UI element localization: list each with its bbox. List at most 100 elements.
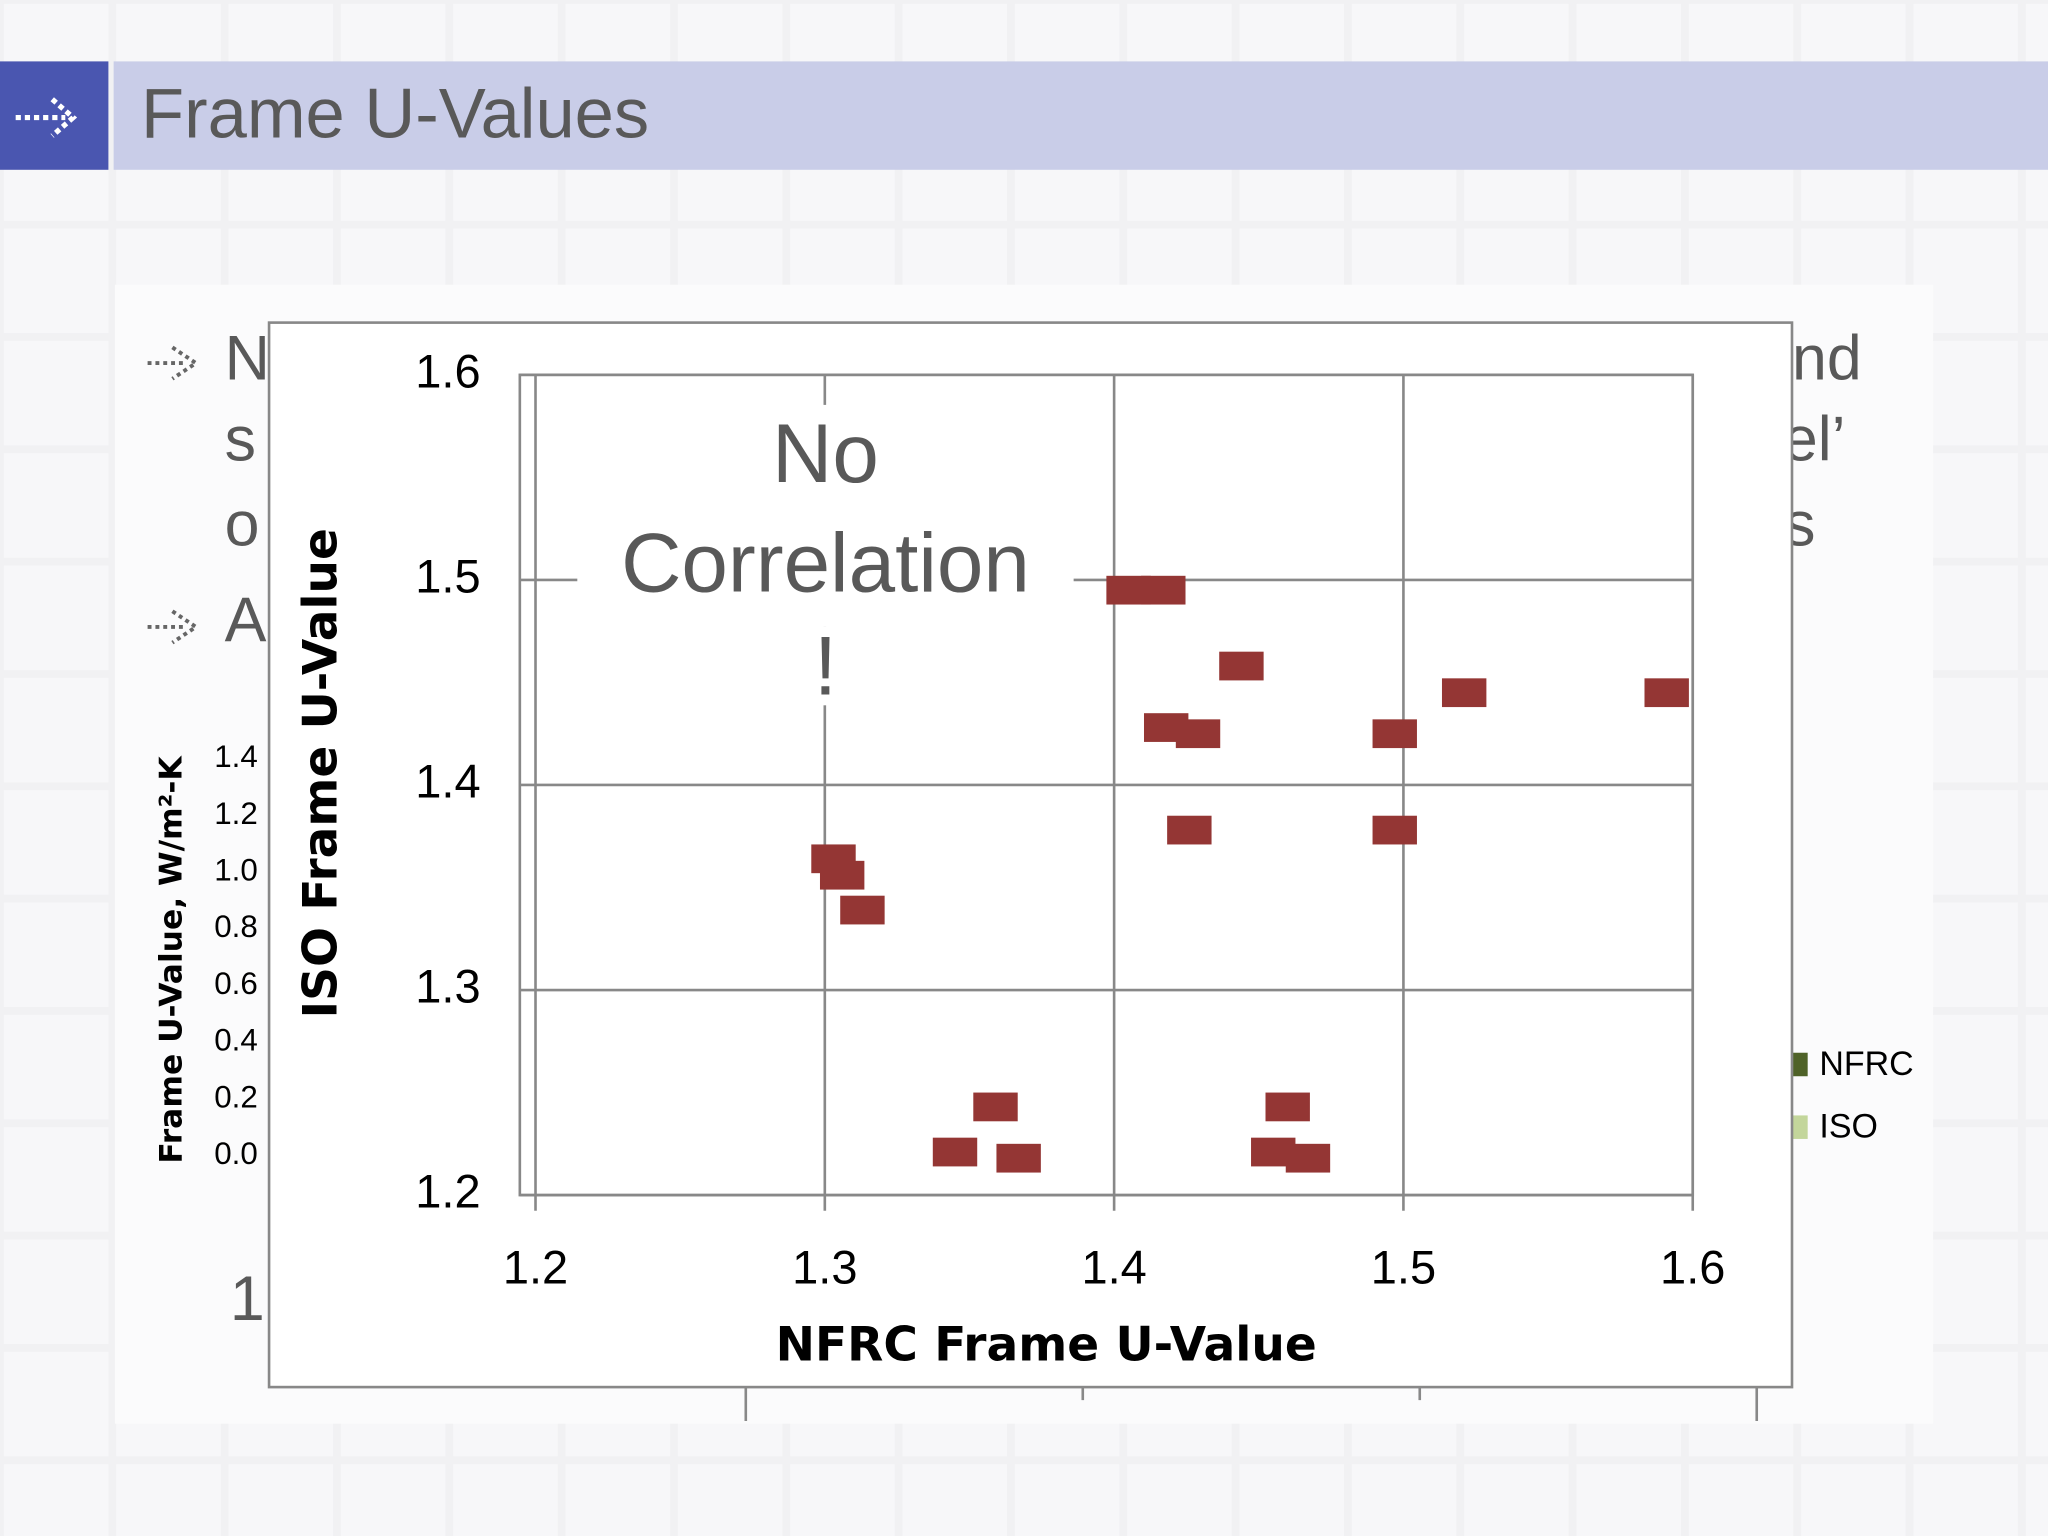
- tile: [3, 340, 109, 446]
- background-tick-label: 1.2: [214, 796, 258, 831]
- tile: [340, 1464, 446, 1536]
- tile: [2025, 1127, 2048, 1232]
- tile: [677, 1464, 783, 1536]
- background-tick-label: 0.8: [214, 909, 258, 944]
- y-tick-label: 1.6: [415, 344, 480, 397]
- tile: [2025, 1014, 2048, 1120]
- point: [932, 1137, 978, 1167]
- x-tick-label: 1.3: [792, 1240, 857, 1293]
- tile: [2025, 677, 2048, 783]
- tile: [3, 1464, 109, 1536]
- tile: [3, 228, 109, 334]
- tile: [453, 1464, 558, 1536]
- tile: [1464, 1464, 1569, 1536]
- annotation: No: [772, 406, 879, 500]
- x-tick-label: 1.4: [1081, 1240, 1146, 1293]
- point: [973, 1092, 1018, 1122]
- point: [1141, 575, 1186, 605]
- tile: [2025, 228, 2048, 334]
- background-axis-ticks: [744, 1387, 1759, 1422]
- annotation-background: [803, 626, 848, 706]
- tile: [3, 902, 109, 1008]
- background-tick-label: 0.2: [214, 1079, 258, 1114]
- background-legend: NFRC ISO: [1792, 1045, 1914, 1145]
- tile: [3, 1351, 109, 1457]
- tile: [2025, 790, 2048, 895]
- point: [1219, 651, 1264, 681]
- fragment: s: [225, 405, 256, 475]
- tile: [565, 1464, 671, 1536]
- point: [840, 895, 885, 925]
- x-axis-label: NFRC Frame U-Value: [776, 1317, 1317, 1372]
- tile: [1576, 1464, 1681, 1536]
- legend-label: ISO: [1819, 1107, 1877, 1145]
- point: [1285, 1143, 1331, 1173]
- tile: [3, 453, 109, 558]
- tile: [3, 565, 109, 671]
- tile: [1913, 1464, 2018, 1536]
- legend-swatch: [1792, 1115, 1808, 1139]
- background-tick-label: 0.6: [214, 966, 258, 1001]
- y-tick-label: 1.2: [415, 1165, 480, 1218]
- point: [1372, 815, 1417, 845]
- x-tick-label: 1.2: [503, 1240, 568, 1293]
- background-ticks: 1.4 1.2 1.0 0.8 0.6 0.4 0.2 0.0: [214, 739, 258, 1171]
- tile: [3, 1127, 109, 1232]
- tile: [2025, 340, 2048, 446]
- tile: [2025, 1239, 2048, 1344]
- point: [1372, 719, 1417, 749]
- tile: [3, 790, 109, 895]
- fragment: N: [225, 324, 270, 394]
- point: [1167, 815, 1212, 845]
- tile: [2025, 902, 2048, 1008]
- header-arrow-icon: [15, 97, 78, 138]
- tile: [3, 1239, 109, 1344]
- y-tick-label: 1.3: [415, 959, 480, 1012]
- x-tick-label: 1.5: [1371, 1240, 1436, 1293]
- background-tick-label: 1.0: [214, 853, 258, 888]
- tile: [1239, 1464, 1344, 1536]
- fragment: o: [225, 490, 260, 560]
- point: [1644, 678, 1689, 708]
- fragment: A: [225, 585, 267, 655]
- point: [1175, 719, 1221, 749]
- tile: [902, 1464, 1008, 1536]
- background-tick-label: 0.4: [214, 1023, 258, 1058]
- background-tick-label: 0.0: [214, 1136, 258, 1171]
- tile: [228, 1464, 334, 1536]
- annotation: !: [814, 619, 837, 713]
- tile: [2025, 1464, 2048, 1536]
- slide-title: Frame U-Values: [141, 73, 649, 152]
- tile: [116, 1464, 221, 1536]
- x-tick-label: 1.6: [1660, 1240, 1725, 1293]
- fragment: nd: [1792, 324, 1862, 394]
- tile: [790, 1464, 895, 1536]
- y-tick-label: 1.4: [415, 754, 480, 807]
- y-axis-label: ISO Frame U-Value: [293, 528, 348, 1018]
- tile: [3, 677, 109, 783]
- plot: 1.2 1.3 1.4 1.5 1.6 1.2 1.3 1.4 1.5 1.6 No Correlat…: [415, 344, 1725, 1293]
- fragment: 1: [230, 1264, 265, 1334]
- bullet-arrows: [147, 345, 200, 645]
- point: [1441, 678, 1487, 708]
- annotation-background: [577, 404, 1074, 627]
- point: [819, 860, 865, 890]
- point: [1265, 1092, 1310, 1122]
- tile: [1351, 1464, 1457, 1536]
- tile: [2025, 453, 2048, 558]
- legend-swatch: [1792, 1052, 1808, 1077]
- tile: [2025, 565, 2048, 671]
- y-tick-label: 1.5: [415, 549, 480, 602]
- tile: [1801, 1464, 1906, 1536]
- tile: [3, 1014, 109, 1120]
- background-y-label: Frame U-Value, W/m²-K: [153, 755, 189, 1164]
- annotation: Correlation: [621, 516, 1030, 610]
- fragment: el’: [1783, 405, 1846, 475]
- legend-label: NFRC: [1819, 1045, 1913, 1083]
- tile: [1127, 1464, 1232, 1536]
- header-bar: [113, 61, 2048, 170]
- point: [996, 1143, 1041, 1173]
- tile: [1688, 1464, 1794, 1536]
